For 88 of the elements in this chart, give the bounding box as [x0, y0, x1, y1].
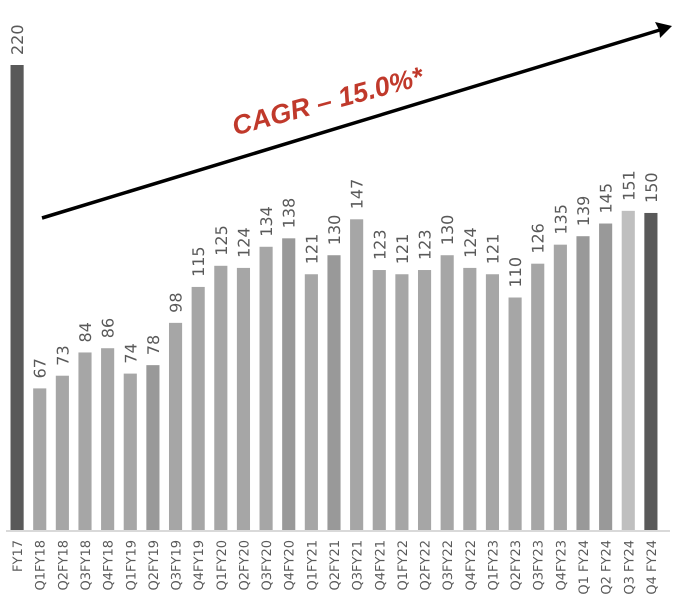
- bar: [260, 246, 273, 530]
- data-label: 138: [280, 198, 299, 228]
- x-tick-label: Q2FY20: [237, 540, 252, 590]
- data-label: 134: [257, 206, 276, 237]
- data-label: 121: [392, 234, 412, 264]
- bar: [214, 266, 228, 530]
- data-label: 151: [619, 170, 638, 201]
- bar: [78, 352, 92, 530]
- data-label: 121: [483, 234, 502, 264]
- data-label: 139: [574, 196, 593, 226]
- data-label: 78: [144, 334, 163, 356]
- x-tick-label: Q4FY22: [464, 540, 479, 590]
- x-tick-label: Q3 FY24: [622, 540, 638, 595]
- data-label: 147: [348, 178, 367, 210]
- x-tick-label: Q4 FY24: [644, 540, 660, 595]
- data-label: 74: [121, 343, 140, 364]
- x-tick-label: Q3FY18: [79, 540, 94, 590]
- data-label: 121: [302, 234, 322, 264]
- data-label: 84: [76, 322, 95, 342]
- bar: [192, 286, 205, 530]
- bar: [576, 236, 590, 530]
- bar: [146, 365, 160, 530]
- bar: [463, 268, 476, 530]
- bar: [372, 270, 386, 530]
- x-tick-label: Q3FY23: [532, 540, 547, 590]
- data-label: 67: [30, 358, 50, 378]
- bar: [418, 270, 432, 530]
- data-label: 123: [416, 229, 435, 260]
- bar: [236, 268, 250, 530]
- bar: [101, 348, 114, 530]
- bar: [168, 322, 182, 530]
- bar: [531, 264, 544, 530]
- annotation: CAGR – 15.0%*: [228, 60, 428, 142]
- x-tick-label: FY17: [11, 540, 26, 572]
- x-tick-label: Q3FY22: [441, 540, 456, 590]
- data-label: 130: [438, 214, 458, 246]
- x-tick-label: Q3FY21: [350, 540, 366, 590]
- data-label: 220: [8, 24, 28, 55]
- data-label: 150: [642, 172, 661, 203]
- bar: [124, 374, 137, 530]
- x-tick-label: Q2 FY24: [600, 540, 615, 595]
- x-tick-label: Q1 FY24: [577, 540, 592, 595]
- bar: [33, 388, 46, 530]
- x-tick-label: Q1FY23: [486, 540, 502, 590]
- data-label: 110: [506, 256, 526, 288]
- bar: [10, 65, 24, 530]
- x-tick-label: Q2FY22: [418, 540, 434, 590]
- x-tick-label: Q4FY20: [282, 540, 298, 590]
- x-tick-label: Q2FY23: [509, 540, 524, 590]
- data-label: 126: [528, 223, 548, 254]
- data-label: 145: [596, 182, 616, 214]
- data-label: 125: [212, 225, 231, 256]
- bar: [56, 376, 69, 530]
- data-label: 124: [460, 227, 480, 258]
- x-tick-label: Q1FY21: [305, 540, 320, 590]
- x-tick-label: Q2FY21: [328, 540, 343, 590]
- data-label: 98: [166, 292, 186, 313]
- bar: [508, 298, 522, 530]
- x-tick-label: Q2FY18: [56, 540, 72, 590]
- bar: [554, 244, 567, 530]
- x-tick-label: Q4FY23: [554, 540, 570, 590]
- data-label: 73: [53, 345, 72, 366]
- x-tick-label: Q2FY19: [146, 540, 162, 590]
- data-label: 123: [370, 229, 390, 260]
- bar: [644, 212, 658, 530]
- x-tick-label: Q4FY18: [102, 540, 117, 590]
- data-label: 130: [325, 214, 344, 246]
- bar: [622, 210, 635, 530]
- data-label: 135: [551, 204, 570, 235]
- bar: [486, 274, 500, 530]
- data-label: 115: [189, 246, 208, 277]
- x-tick-label: Q1FY22: [396, 540, 411, 590]
- x-tick-label: Q1FY18: [34, 540, 49, 590]
- bar: [282, 238, 296, 530]
- x-tick-label: Q3FY20: [260, 540, 276, 590]
- data-label: 86: [98, 318, 118, 338]
- data-label: 124: [234, 227, 254, 258]
- bar: [440, 255, 454, 530]
- bar: [599, 224, 612, 530]
- bar: [327, 255, 341, 530]
- x-tick-label: Q4FY21: [373, 540, 388, 590]
- x-tick-label: Q4FY19: [192, 540, 208, 590]
- bar: [395, 274, 408, 530]
- bar: [350, 219, 364, 530]
- x-tick-label: Q1FY20: [214, 540, 230, 590]
- x-tick-label: Q3FY19: [170, 540, 185, 590]
- x-tick-label: Q1FY19: [124, 540, 140, 590]
- bar: [304, 274, 318, 530]
